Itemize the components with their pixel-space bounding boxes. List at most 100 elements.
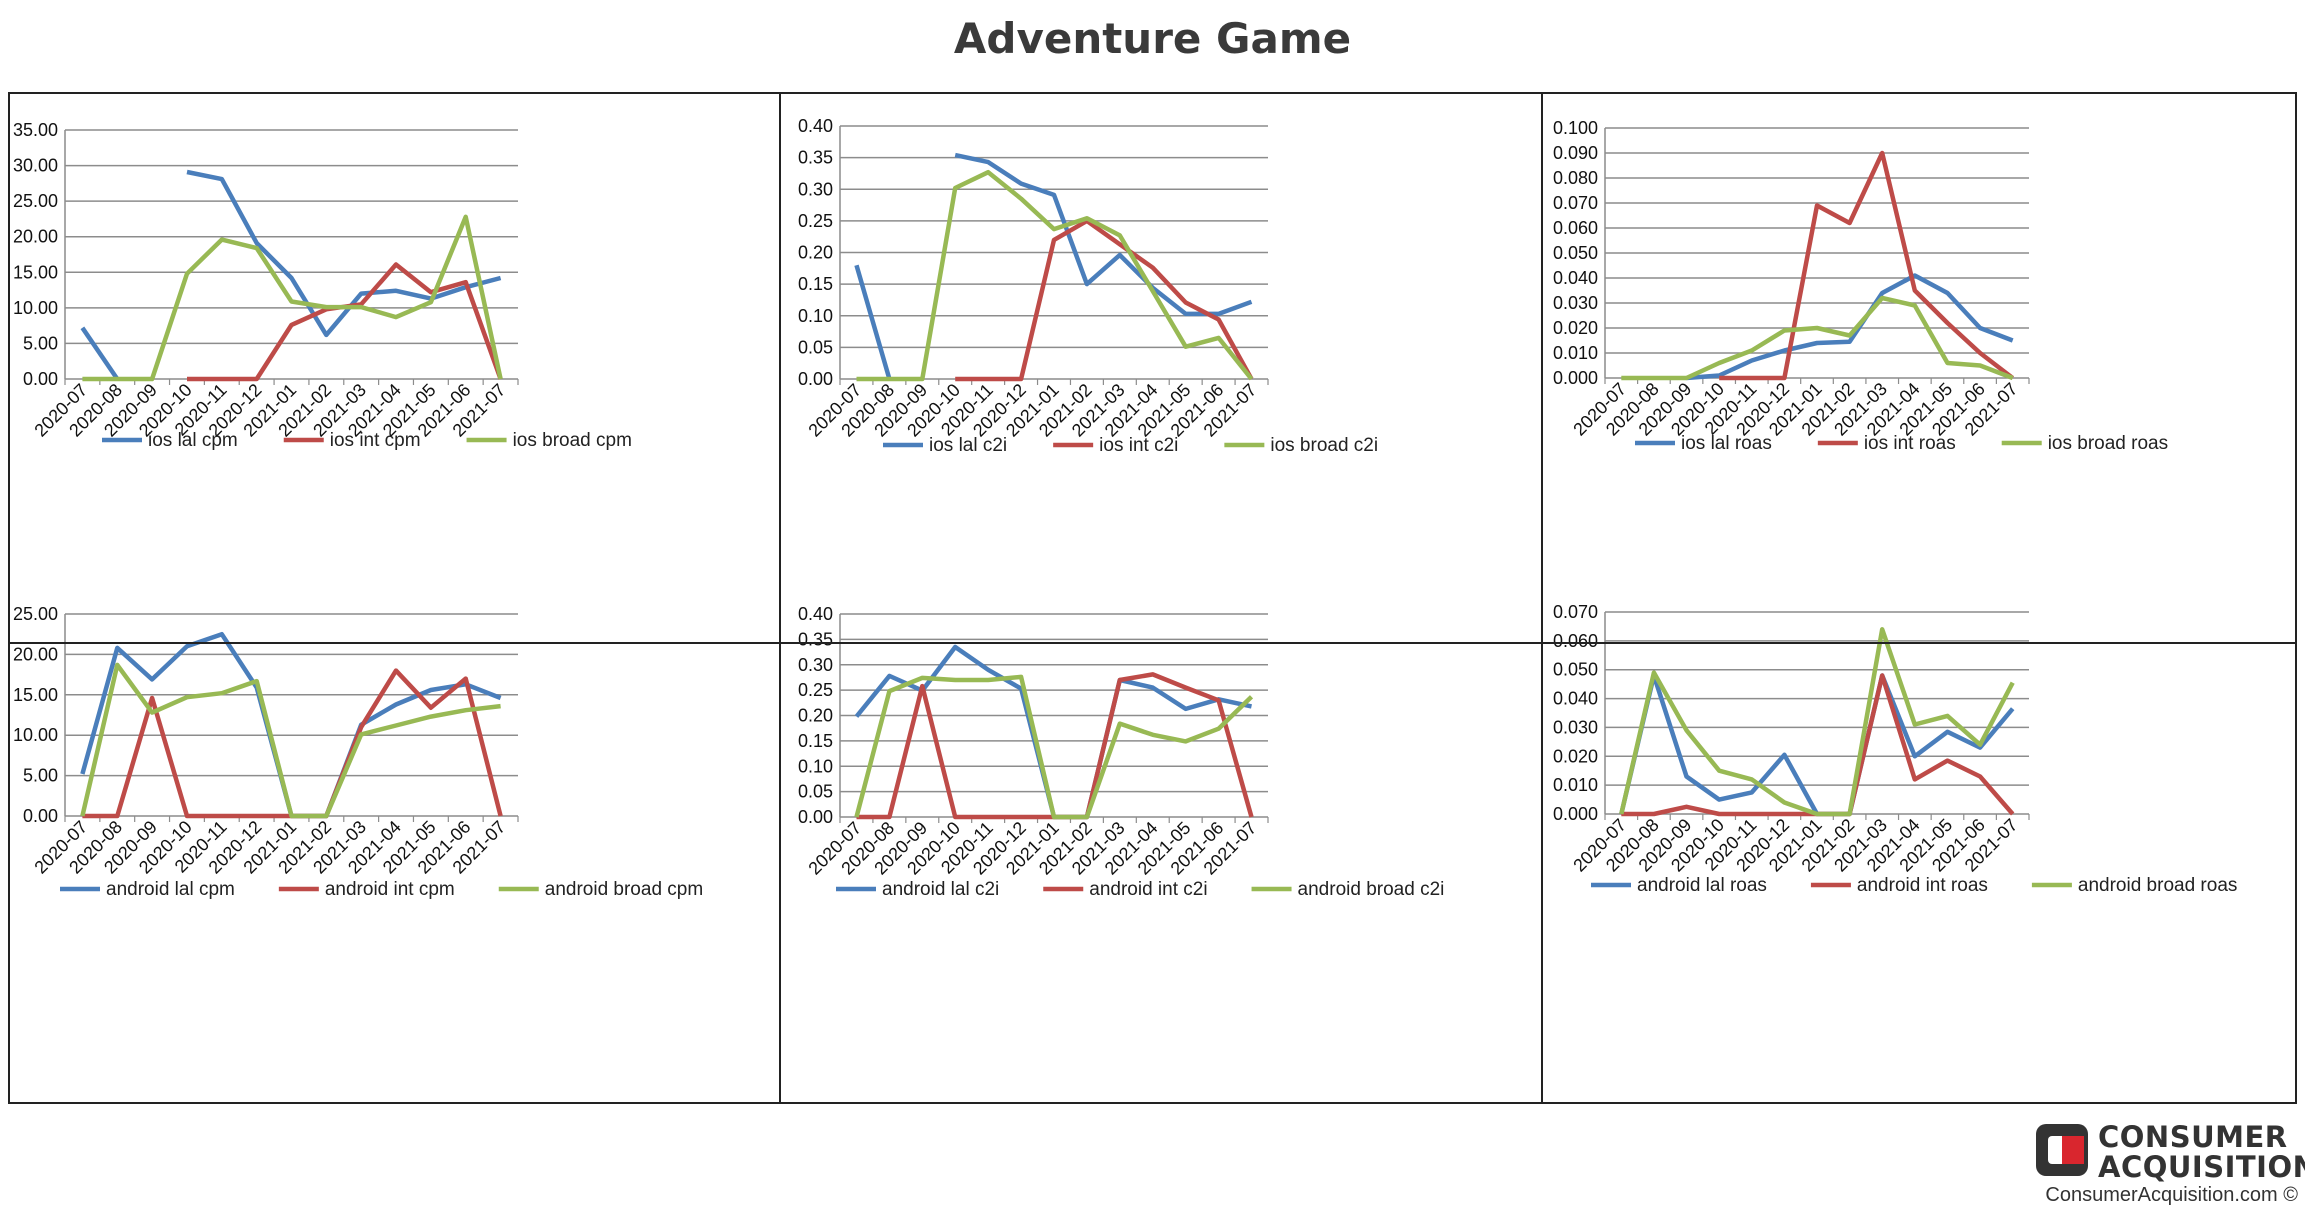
- y-tick-label: 0.10: [798, 756, 833, 776]
- y-tick-label: 0.010: [1553, 343, 1598, 363]
- y-tick-label: 0.100: [1553, 118, 1598, 138]
- brand-name-line1: CONSUMER: [2098, 1120, 2288, 1154]
- series-line: [80, 326, 120, 381]
- series-line: [854, 264, 892, 380]
- y-tick-label: 0.30: [798, 655, 833, 675]
- legend-label: ios lal roas: [1681, 433, 1772, 454]
- page-title: Adventure Game: [953, 14, 1352, 63]
- y-tick-label: 0.40: [798, 604, 833, 624]
- chart-android-cpm: 0.00 5.00 10.00 15.00 20.00 25.00 2020-07 2020-…: [10, 596, 781, 1102]
- y-tick-label: 0.30: [798, 179, 833, 199]
- chart-svg: 0.000 0.010 0.020 0.030 0.040 0.050 0.060 0.070…: [1553, 118, 2168, 454]
- legend-label: android int c2i: [1089, 879, 1207, 900]
- legend-label: android broad c2i: [1298, 879, 1445, 900]
- y-tick-label: 0.070: [1553, 602, 1598, 622]
- brand-name-line2: ACQUISITION: [2098, 1150, 2305, 1184]
- brand-url: ConsumerAcquisition.com ©: [2045, 1184, 2298, 1206]
- series-line: [82, 668, 503, 819]
- legend-label: ios broad cpm: [513, 430, 632, 451]
- legend-label: android int roas: [1857, 875, 1988, 896]
- chart-svg: 0.000 0.010 0.020 0.030 0.040 0.050 0.060 0.070…: [1553, 602, 2237, 896]
- y-tick-label: 0.00: [23, 806, 58, 826]
- y-tick-label: 0.080: [1553, 168, 1598, 188]
- panel-divider: [10, 642, 2295, 644]
- series-line: [955, 218, 1254, 382]
- series-line: [1619, 673, 2015, 817]
- legend-label: ios int roas: [1864, 433, 1956, 454]
- y-tick-label: 25.00: [13, 191, 58, 211]
- series-line: [186, 169, 502, 338]
- y-tick-label: 0.00: [798, 807, 833, 827]
- chart-grid: 0.00 5.00 10.00 15.00 20.00 25.00 30.00 35.00 20…: [8, 92, 2297, 1104]
- legend-label: ios lal cpm: [148, 430, 238, 451]
- y-tick-label: 20.00: [13, 227, 58, 247]
- legend-label: android lal c2i: [882, 879, 999, 900]
- series-line: [856, 672, 1254, 820]
- y-tick-label: 0.020: [1553, 318, 1598, 338]
- series-line: [1686, 273, 2014, 381]
- y-tick-label: 0.040: [1553, 689, 1598, 709]
- panel-divider: [779, 94, 781, 1102]
- y-tick-label: 0.000: [1553, 368, 1598, 388]
- chart-android-roas: 0.000 0.010 0.020 0.030 0.040 0.050 0.060 0.070…: [1543, 596, 2295, 1102]
- chart-ios-cpm: 0.00 5.00 10.00 15.00 20.00 25.00 30.00 35.00 20…: [10, 94, 781, 596]
- chart-ios-roas: 0.000 0.010 0.020 0.030 0.040 0.050 0.060 0.070…: [1543, 94, 2295, 596]
- y-tick-label: 5.00: [23, 766, 58, 786]
- series-line: [1719, 150, 2015, 381]
- legend-label: ios lal c2i: [929, 435, 1007, 456]
- y-tick-label: 0.040: [1553, 268, 1598, 288]
- legend-label: android int cpm: [325, 879, 455, 900]
- series-line: [954, 152, 1253, 317]
- legend-label: ios broad c2i: [1270, 435, 1378, 456]
- y-tick-label: 0.00: [23, 369, 58, 389]
- series-line: [1619, 627, 2015, 817]
- chart-svg: 0.005.0010.0015.0020.0025.002020-072020-…: [13, 604, 703, 900]
- legend-label: ios int cpm: [330, 430, 421, 451]
- y-tick-label: 0.35: [798, 629, 833, 649]
- panel-divider: [1541, 94, 1543, 1102]
- legend-label: android broad cpm: [545, 879, 703, 900]
- series-line: [854, 674, 1254, 820]
- consumer-acquisition-logo-icon: [2036, 1124, 2088, 1176]
- y-tick-label: 0.15: [798, 731, 833, 751]
- chart-svg: 0.005.0010.0015.0020.0025.0030.0035.0020…: [13, 120, 632, 451]
- y-tick-label: 0.030: [1553, 293, 1598, 313]
- y-tick-label: 0.020: [1553, 746, 1598, 766]
- y-tick-label: 0.00: [798, 369, 833, 389]
- chart-svg: 0.000.050.100.150.200.250.300.350.402020…: [798, 116, 1378, 456]
- chart-svg: 0.000.050.100.150.200.250.300.350.402020…: [798, 604, 1445, 900]
- chart-android-c2i: 0.00 0.05 0.10 0.15 0.20 0.25 0.30 0.35 0.40 2020…: [781, 596, 1543, 1102]
- y-tick-label: 30.00: [13, 156, 58, 176]
- y-tick-label: 0.060: [1553, 631, 1598, 651]
- y-tick-label: 20.00: [13, 644, 58, 664]
- y-tick-label: 25.00: [13, 604, 58, 624]
- y-tick-label: 0.010: [1553, 775, 1598, 795]
- legend-label: android lal roas: [1637, 875, 1767, 896]
- y-tick-label: 35.00: [13, 120, 58, 140]
- brand-block: CONSUMER ACQUISITION ConsumerAcquisition…: [2036, 1120, 2305, 1210]
- y-tick-label: 10.00: [13, 725, 58, 745]
- y-tick-label: 0.060: [1553, 218, 1598, 238]
- chart-ios-c2i: 0.00 0.05 0.10 0.15 0.20 0.25 0.30 0.35 0.40 2020…: [781, 94, 1543, 596]
- series-line: [82, 214, 503, 382]
- y-tick-label: 0.090: [1553, 143, 1598, 163]
- series-line: [80, 662, 501, 819]
- y-tick-label: 0.40: [798, 116, 833, 136]
- y-tick-label: 0.030: [1553, 717, 1598, 737]
- y-tick-label: 0.05: [798, 782, 833, 802]
- y-tick-label: 0.25: [798, 211, 833, 231]
- y-tick-label: 15.00: [13, 262, 58, 282]
- legend-label: ios int c2i: [1099, 435, 1178, 456]
- y-tick-label: 0.05: [798, 337, 833, 357]
- y-tick-label: 0.35: [798, 148, 833, 168]
- y-tick-label: 15.00: [13, 685, 58, 705]
- y-tick-label: 0.10: [798, 306, 833, 326]
- y-tick-label: 0.25: [798, 680, 833, 700]
- series-line: [1621, 673, 2015, 817]
- legend-label: ios broad roas: [2048, 433, 2168, 454]
- y-tick-label: 0.15: [798, 274, 833, 294]
- y-tick-label: 0.050: [1553, 660, 1598, 680]
- y-tick-label: 0.20: [798, 706, 833, 726]
- y-tick-label: 5.00: [23, 333, 58, 353]
- legend-label: android lal cpm: [106, 879, 235, 900]
